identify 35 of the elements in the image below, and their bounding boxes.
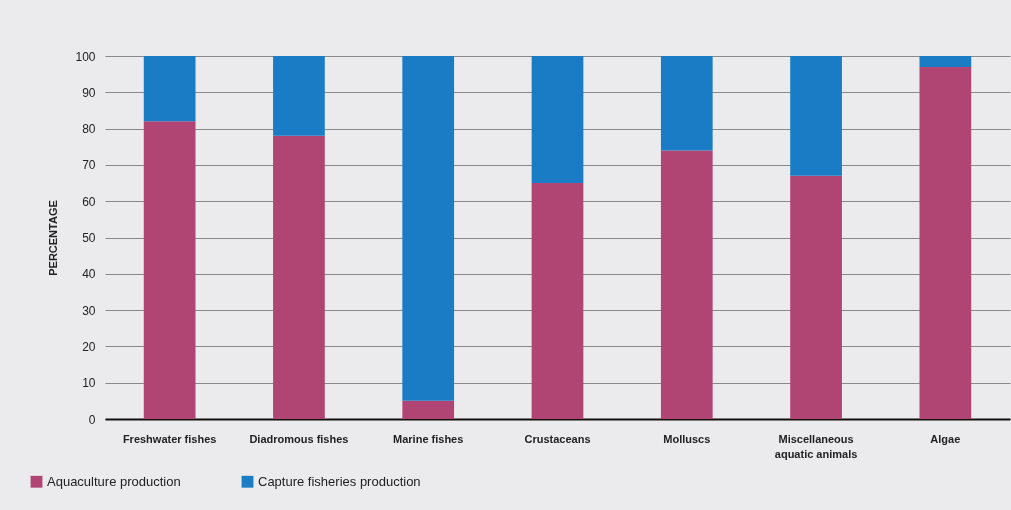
bar <box>660 150 713 419</box>
x-tick-label: Crustaceans <box>524 432 591 445</box>
y-tick-label: 50 <box>82 231 96 245</box>
bar <box>402 400 455 419</box>
x-tick-label: Miscellaneous aquatic animals <box>774 432 858 460</box>
y-tick-label: 90 <box>82 85 96 100</box>
bar <box>531 183 584 419</box>
bar <box>143 56 196 122</box>
bar <box>660 56 713 151</box>
y-tick-label: 20 <box>82 339 96 354</box>
y-tick-label: 10 <box>82 376 96 391</box>
legend-label: Capture fisheries production <box>258 473 421 489</box>
y-tick-label: 40 <box>82 267 96 282</box>
x-tick-label: Molluscs <box>663 432 711 445</box>
bar <box>790 175 842 419</box>
bar <box>919 56 972 67</box>
y-tick-label: 70 <box>82 158 96 173</box>
x-tick-label: Freshwater fishes <box>122 432 217 445</box>
bar <box>273 135 325 419</box>
legend-label: Aquaculture production <box>47 473 181 489</box>
bar <box>273 56 325 136</box>
bar <box>402 56 455 401</box>
bar <box>790 56 842 176</box>
x-tick-label: Diadromous fishes <box>249 432 349 445</box>
bar <box>143 121 196 419</box>
y-tick-label: 30 <box>82 303 96 318</box>
y-tick-label: 60 <box>82 194 96 209</box>
y-tick-label: 80 <box>82 122 96 137</box>
y-tick-label: 0 <box>88 412 96 427</box>
bar <box>919 66 972 419</box>
y-axis-title: PERCENTAGE <box>47 200 60 276</box>
bar <box>531 56 584 184</box>
x-tick-label: Algae <box>930 432 961 445</box>
x-tick-label: Marine fishes <box>393 432 464 445</box>
y-tick-label: 100 <box>75 49 96 64</box>
